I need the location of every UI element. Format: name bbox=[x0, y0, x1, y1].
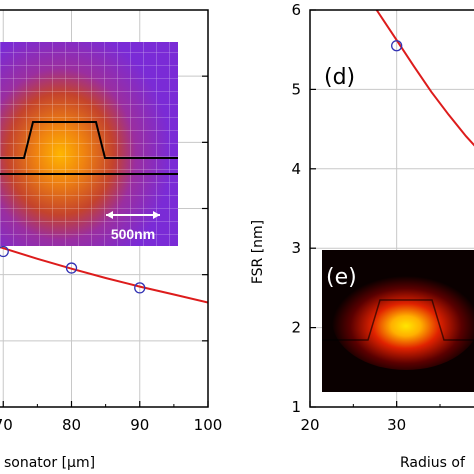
right-y-tick-label: 2 bbox=[291, 319, 301, 337]
right-y-tick-label: 1 bbox=[291, 398, 301, 416]
right-chart: (d) (e) 203040123456 FSR [nm] Radius of bbox=[250, 1, 474, 471]
mode-profile-inset: (e) bbox=[322, 250, 474, 392]
scale-bar-label: 500nm bbox=[111, 226, 155, 242]
left-x-tick-label: 90 bbox=[130, 416, 149, 434]
right-y-tick-label: 5 bbox=[291, 80, 301, 98]
mode-field bbox=[332, 270, 474, 370]
left-chart: 500nm 70 80 90 100 sonator [µm] bbox=[0, 9, 223, 471]
left-data-point bbox=[65, 262, 78, 274]
panel-label-e: (e) bbox=[326, 265, 357, 290]
right-x-tick-label: 20 bbox=[300, 416, 319, 434]
left-markers bbox=[0, 245, 146, 294]
scale-bar: 500nm bbox=[106, 211, 160, 242]
mode-waveguide-outline bbox=[322, 299, 474, 341]
panel-label-d: (d) bbox=[324, 65, 355, 90]
heatmap-inset: 500nm bbox=[0, 42, 178, 246]
left-x-tick-label: 100 bbox=[194, 416, 223, 434]
right-data-point bbox=[391, 40, 403, 52]
waveguide-outline bbox=[0, 121, 178, 159]
left-x-tick-label: 70 bbox=[0, 416, 13, 434]
right-x-axis-label: Radius of bbox=[400, 455, 466, 471]
right-fit-curve bbox=[375, 10, 474, 147]
right-markers bbox=[391, 40, 403, 52]
right-x-tick-label: 30 bbox=[387, 416, 406, 434]
right-y-tick-label: 3 bbox=[291, 239, 301, 257]
left-data-point bbox=[134, 282, 146, 294]
right-y-axis-label: FSR [nm] bbox=[250, 220, 266, 284]
right-ticks: 203040123456 bbox=[291, 1, 474, 434]
left-x-axis-label: sonator [µm] bbox=[4, 455, 95, 471]
heatmap-grid bbox=[0, 42, 178, 246]
right-y-tick-label: 6 bbox=[291, 1, 301, 19]
left-fit-curve bbox=[0, 246, 208, 304]
left-ticks: 70 80 90 100 bbox=[0, 75, 223, 434]
left-data-point bbox=[0, 245, 9, 258]
right-y-tick-label: 4 bbox=[291, 160, 301, 178]
left-x-tick-label: 80 bbox=[62, 416, 81, 434]
